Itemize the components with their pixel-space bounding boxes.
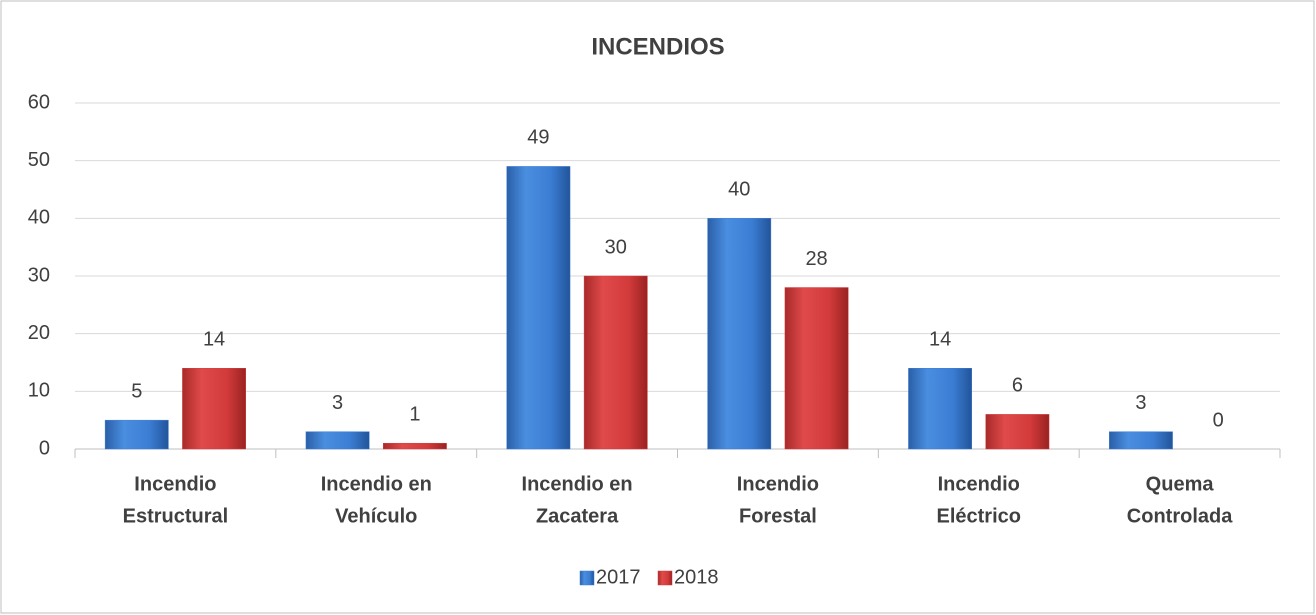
bar xyxy=(583,275,648,450)
x-tick-label: Zacatera xyxy=(536,505,619,527)
y-tick-label: 50 xyxy=(28,149,50,171)
data-label: 28 xyxy=(805,248,827,270)
bar xyxy=(383,442,447,450)
x-tick-label: Quema xyxy=(1146,473,1215,495)
data-label: 14 xyxy=(929,329,951,351)
bar xyxy=(1109,431,1173,450)
y-tick-label: 0 xyxy=(39,437,50,459)
data-label: 40 xyxy=(728,179,750,201)
bar xyxy=(784,287,849,450)
y-tick-label: 60 xyxy=(28,91,50,113)
data-label: 0 xyxy=(1213,409,1224,431)
legend-label: 2017 xyxy=(596,566,641,588)
bar xyxy=(707,218,772,450)
x-tick-label: Estructural xyxy=(123,505,229,527)
bar xyxy=(985,414,1050,450)
data-label: 5 xyxy=(131,380,142,402)
data-label: 49 xyxy=(527,127,549,149)
data-label: 3 xyxy=(332,392,343,414)
bar xyxy=(305,431,370,450)
x-tick-label: Incendio en xyxy=(321,473,432,495)
x-tick-label: Eléctrico xyxy=(937,505,1021,527)
bar xyxy=(506,166,571,450)
chart-title: INCENDIOS xyxy=(591,33,724,60)
x-tick-label: Incendio en xyxy=(522,473,633,495)
data-label: 14 xyxy=(203,329,225,351)
x-tick-label: Incendio xyxy=(938,473,1020,495)
x-tick-label: Incendio xyxy=(737,473,819,495)
y-tick-label: 10 xyxy=(28,380,50,402)
y-tick-label: 40 xyxy=(28,207,50,229)
data-label: 30 xyxy=(605,236,627,258)
x-tick-label: Forestal xyxy=(739,505,817,527)
legend-swatch xyxy=(657,570,673,586)
data-label: 6 xyxy=(1012,375,1023,397)
bar xyxy=(908,368,972,450)
legend-label: 2018 xyxy=(674,566,719,588)
bar xyxy=(182,368,246,450)
data-label: 1 xyxy=(409,404,420,426)
x-tick-label: Vehículo xyxy=(335,505,417,527)
data-label: 3 xyxy=(1135,392,1146,414)
y-tick-label: 20 xyxy=(28,322,50,344)
x-tick-label: Controlada xyxy=(1127,505,1233,527)
x-tick-label: Incendio xyxy=(134,473,216,495)
y-tick-label: 30 xyxy=(28,264,50,286)
legend-swatch xyxy=(579,570,595,586)
bar xyxy=(104,419,169,450)
